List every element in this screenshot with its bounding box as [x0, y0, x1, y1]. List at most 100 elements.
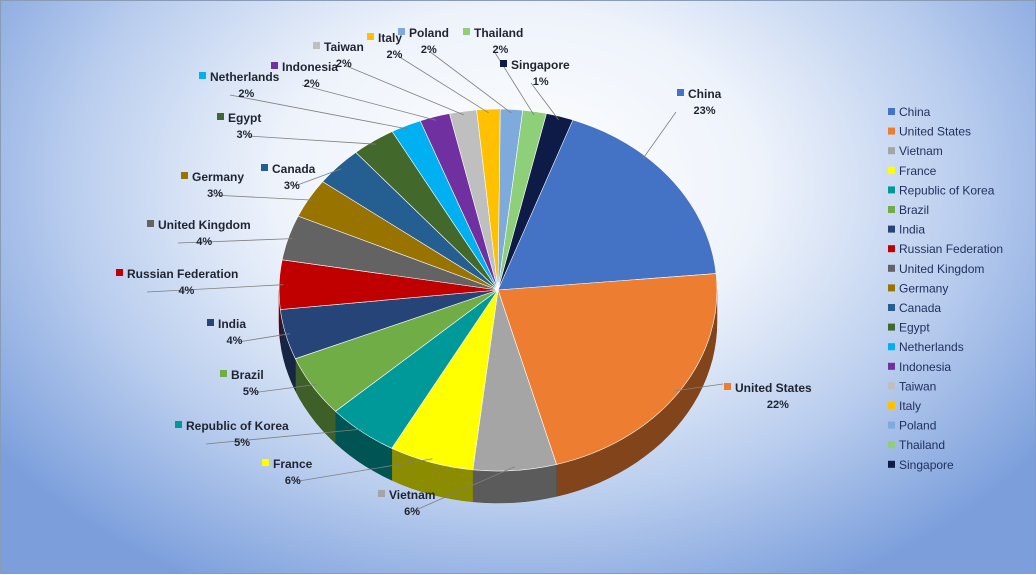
label-key: [367, 33, 374, 40]
legend-label: Poland: [899, 419, 936, 433]
leader-line: [530, 82, 559, 121]
legend-swatch: [888, 421, 895, 429]
legend-label: Brazil: [899, 203, 929, 217]
label-name: France: [273, 457, 313, 471]
data-label-italy: Italy 2%: [367, 31, 489, 114]
label-key: [220, 370, 227, 377]
legend-label: Canada: [899, 301, 941, 315]
label-percent: 4%: [227, 335, 243, 347]
data-label-vietnam: Vietnam 6%: [378, 466, 515, 518]
slice-united-states[interactable]: [497, 273, 718, 465]
label-key: [398, 28, 405, 35]
leader-line: [250, 384, 317, 394]
label-name: Vietnam: [389, 488, 435, 502]
legend-swatch: [888, 304, 895, 311]
legend-swatch: [888, 225, 895, 233]
leader-line: [428, 50, 512, 114]
leader-line: [408, 466, 515, 514]
leader-line: [642, 111, 677, 160]
data-label-thailand: Thailand 2%: [463, 26, 535, 116]
label-name: China: [688, 87, 722, 101]
data-label-canada: Canada 3%: [261, 162, 342, 192]
data-label-republic-of-korea: Republic of Korea 5%: [175, 419, 365, 449]
label-name: Italy: [378, 31, 402, 45]
label-percent: 6%: [404, 506, 420, 518]
data-label-china: China 23%: [642, 87, 722, 160]
label-name: Germany: [192, 170, 244, 184]
leader-line: [674, 383, 724, 392]
leader-line: [205, 428, 365, 445]
label-name: Poland: [409, 26, 449, 40]
data-label-poland: Poland 2%: [398, 26, 512, 114]
data-label-egypt: Egypt 3%: [217, 111, 376, 145]
label-percent: 2%: [304, 78, 320, 90]
legend-item-united-kingdom: United Kingdom: [888, 262, 984, 276]
label-name: Thailand: [474, 26, 523, 40]
label-name: United Kingdom: [158, 218, 251, 232]
legend-item-vietnam: Vietnam: [888, 144, 943, 158]
legend-item-thailand: Thailand: [888, 438, 945, 452]
legend: China United States Vietnam France Republic …: [888, 105, 1003, 472]
label-name: Egypt: [228, 111, 261, 125]
legend-label: Vietnam: [899, 144, 943, 158]
leader-line: [237, 333, 291, 343]
label-percent: 22%: [767, 399, 789, 411]
slice-singapore[interactable]: [497, 113, 574, 291]
legend-item-russian-federation: Russian Federation: [888, 242, 1003, 256]
data-label-germany: Germany 3%: [181, 170, 314, 201]
legend-swatch: [888, 323, 895, 331]
legend-swatch: [888, 460, 895, 468]
label-key: [463, 28, 470, 35]
legend-label: Indonesia: [899, 360, 951, 374]
legend-swatch: [888, 284, 895, 292]
legend-item-indonesia: Indonesia: [888, 360, 951, 374]
leader-line: [177, 238, 293, 244]
legend-item-france: France: [888, 164, 937, 178]
legend-label: United Kingdom: [899, 262, 984, 276]
legend-item-germany: Germany: [888, 281, 948, 295]
legend-item-egypt: Egypt: [888, 321, 930, 335]
legend-label: Germany: [899, 281, 948, 295]
legend-item-italy: Italy: [888, 399, 921, 413]
legend-label: United States: [899, 125, 971, 139]
legend-swatch: [888, 402, 895, 409]
legend-label: Netherlands: [899, 340, 964, 354]
legend-label: Russian Federation: [899, 242, 1003, 256]
label-name: Indonesia: [282, 60, 338, 74]
legend-swatch: [888, 343, 895, 351]
label-key: [207, 319, 214, 326]
data-label-brazil: Brazil 5%: [220, 368, 317, 398]
legend-item-india: India: [888, 223, 925, 237]
label-percent: 5%: [234, 437, 250, 449]
legend-item-netherlands: Netherlands: [888, 340, 964, 354]
leader-line: [343, 64, 464, 116]
legend-label: China: [899, 105, 931, 119]
label-key: [677, 89, 684, 96]
legend-swatch: [888, 362, 895, 370]
legend-swatch: [888, 264, 895, 272]
data-label-russian-federation: Russian Federation 4%: [116, 267, 284, 297]
label-percent: 3%: [207, 188, 223, 200]
legend-swatch: [888, 206, 895, 213]
legend-item-singapore: Singapore: [888, 458, 954, 472]
data-label-france: France 6%: [262, 457, 433, 487]
legend-label: Egypt: [899, 321, 930, 335]
label-percent: 23%: [693, 105, 715, 117]
label-name: Republic of Korea: [186, 419, 289, 433]
label-key: [271, 62, 278, 69]
legend-label: France: [899, 164, 937, 178]
legend-swatch: [888, 441, 895, 449]
legend-swatch: [888, 127, 895, 135]
pie-3d-sides: [278, 289, 718, 504]
legend-swatch: [888, 186, 895, 194]
legend-item-republic-of-korea: Republic of Korea: [888, 183, 995, 197]
label-percent: 2%: [336, 58, 352, 70]
data-label-netherlands: Netherlands 2%: [199, 70, 408, 130]
label-key: [261, 164, 268, 171]
legend-label: Thailand: [899, 438, 945, 452]
legend-item-china: China: [888, 105, 931, 119]
label-key: [378, 490, 385, 497]
